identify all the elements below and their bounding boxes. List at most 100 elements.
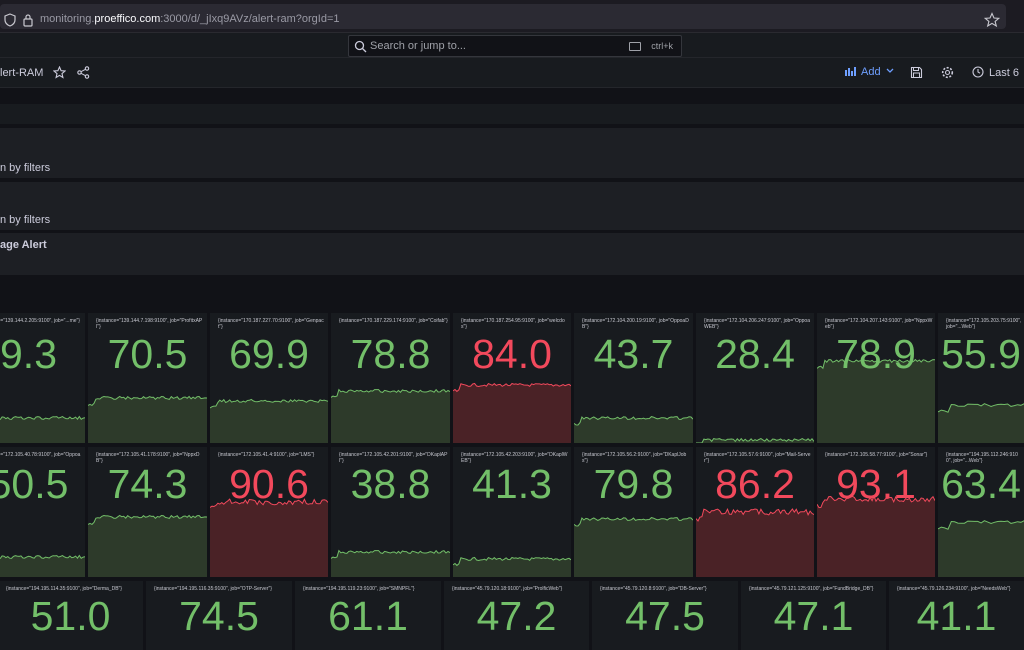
url-text[interactable]: monitoring.proeffico.com:3000/d/_jIxq9AV… bbox=[40, 13, 340, 25]
favorite-star-icon[interactable] bbox=[53, 66, 66, 79]
stat-panel[interactable]: {instance="45.79.120.8:9100", job="DB-Se… bbox=[592, 581, 738, 650]
stat-value: 47.1 bbox=[773, 593, 854, 639]
row-title: n by filters bbox=[0, 162, 51, 174]
bookmark-star-icon[interactable] bbox=[984, 12, 1000, 28]
sparkline bbox=[88, 395, 207, 443]
stat-panel[interactable]: {instance="172.105.56.2:9100", job="DKap… bbox=[574, 447, 693, 577]
share-icon[interactable] bbox=[77, 66, 90, 79]
sparkline bbox=[938, 403, 1024, 443]
stat-panel-title: {instance="45.79.120.8:9100", job="DB-Se… bbox=[600, 586, 707, 592]
sparkline-line bbox=[574, 517, 693, 527]
sparkline bbox=[0, 554, 85, 577]
gear-icon[interactable] bbox=[941, 66, 954, 79]
stat-value: 41.1 bbox=[916, 593, 997, 639]
stat-panel[interactable]: {instance="194.195.112.246:9100", job=".… bbox=[938, 447, 1024, 577]
stat-panel-title: {instance="172.104.207.143:9100", job="N… bbox=[825, 318, 933, 330]
stat-value: 61.1 bbox=[328, 593, 408, 639]
sparkline bbox=[88, 514, 207, 577]
stat-panel-title: {instance="170.187.254.95:9100", job="we… bbox=[461, 318, 565, 330]
stat-panel[interactable]: {instance="139.144.2.205:9100", job="...… bbox=[0, 313, 85, 443]
grafana-topbar: Search or jump to... ctrl+k bbox=[0, 33, 1024, 58]
stat-panel-title: {instance="170.187.229.174:9100", job="C… bbox=[339, 318, 448, 324]
stat-panel-title: {instance="139.144.7.198:9100", job="Pro… bbox=[96, 318, 203, 330]
stat-panel[interactable]: {instance="172.105.40.78:9100", job="Opp… bbox=[0, 447, 85, 577]
stat-panel[interactable]: {instance="170.187.254.95:9100", job="we… bbox=[453, 313, 571, 443]
stat-value: 43.7 bbox=[593, 331, 674, 377]
stat-panel[interactable]: {instance="139.144.7.198:9100", job="Pro… bbox=[88, 313, 207, 443]
stat-panel-title: {instance="139.144.2.205:9100", job="...… bbox=[0, 318, 80, 324]
stat-panel-title: {instance="172.105.41.178:9100", job="Np… bbox=[96, 452, 200, 464]
stat-value: 28.4 bbox=[715, 331, 795, 377]
stat-panel[interactable]: {instance="172.105.57.6:9100", job="Mail… bbox=[696, 447, 814, 577]
search-bar[interactable]: Search or jump to... ctrl+k bbox=[348, 35, 682, 57]
add-button[interactable]: Add bbox=[845, 66, 894, 78]
sparkline-line bbox=[453, 556, 571, 567]
stat-panel-title: {instance="172.104.206.247:9100", job="O… bbox=[704, 318, 810, 330]
address-bar[interactable]: monitoring.proeffico.com:3000/d/_jIxq9AV… bbox=[0, 4, 1006, 29]
save-icon[interactable] bbox=[910, 66, 923, 79]
sparkline-line bbox=[0, 415, 85, 421]
stat-panel[interactable]: {instance="172.105.42.203:9100", job="DK… bbox=[453, 447, 571, 577]
stat-panel-title: {instance="194.195.119.23:9100", job="SM… bbox=[303, 586, 415, 592]
stat-panel[interactable]: {instance="172.105.42.201:9100", job="DK… bbox=[331, 447, 450, 577]
stat-panel[interactable]: {instance="45.79.121.125:9100", job="Fun… bbox=[741, 581, 886, 650]
stat-value: 78.8 bbox=[350, 331, 431, 377]
sparkline-area bbox=[88, 396, 207, 443]
sparkline bbox=[453, 556, 571, 577]
stat-value: 86.2 bbox=[715, 461, 795, 507]
stat-panel[interactable]: {instance="172.105.58.77:9100", job="Son… bbox=[817, 447, 935, 577]
sparkline bbox=[696, 437, 814, 443]
lock-icon[interactable] bbox=[22, 13, 34, 27]
sparkline bbox=[453, 382, 571, 443]
stat-value: 90.6 bbox=[229, 461, 309, 507]
stat-panel[interactable]: {instance="194.195.119.23:9100", job="SM… bbox=[295, 581, 441, 650]
sparkline-area bbox=[696, 509, 814, 577]
dashboard-navbar: lert-RAM Add Last 6 bbox=[0, 58, 1024, 88]
dashboard-row-empty bbox=[0, 104, 1024, 124]
stat-panel[interactable]: {instance="194.195.114.35:9100", job="De… bbox=[0, 581, 143, 650]
sparkline-area bbox=[331, 389, 450, 443]
sparkline-area bbox=[453, 557, 571, 577]
sparkline-area bbox=[817, 496, 935, 577]
sparkline-line bbox=[817, 495, 935, 509]
stat-panel-title: {instance="172.105.42.201:9100", job="DK… bbox=[339, 452, 448, 464]
stat-panel-title: {instance="172.105.57.6:9100", job="Mail… bbox=[704, 452, 811, 464]
stat-panel[interactable]: {instance="170.187.227.70:9100", job="Ge… bbox=[210, 313, 328, 443]
sparkline-line bbox=[0, 554, 85, 560]
dashboard-row-1[interactable]: n by filters bbox=[0, 128, 1024, 178]
stat-panel-title: {instance="194.195.112.246:9100", job=".… bbox=[946, 452, 1018, 464]
dashboard-title[interactable]: lert-RAM bbox=[0, 67, 44, 79]
stat-panel[interactable]: {instance="172.104.200.19:9100", job="Op… bbox=[574, 313, 693, 443]
stat-value: 50.5 bbox=[0, 461, 69, 507]
sparkline-line bbox=[696, 507, 814, 522]
search-shortcut: ctrl+k bbox=[651, 41, 673, 51]
stat-panel[interactable]: {instance="172.105.41.178:9100", job="Np… bbox=[88, 447, 207, 577]
stat-panel[interactable]: {instance="172.104.206.247:9100", job="O… bbox=[696, 313, 814, 443]
stat-panel[interactable]: {instance="170.187.229.174:9100", job="C… bbox=[331, 313, 450, 443]
stat-panel-title: {instance="45.79.126.234:9100", job="Nee… bbox=[897, 586, 1011, 592]
sparkline bbox=[574, 416, 693, 443]
sparkline bbox=[938, 520, 1024, 577]
sparkline-area bbox=[696, 438, 814, 443]
stat-value: 41.3 bbox=[472, 461, 552, 507]
stat-value: 69.9 bbox=[229, 331, 309, 377]
sparkline-area bbox=[574, 517, 693, 577]
sparkline-area bbox=[0, 555, 85, 577]
stat-panel[interactable]: {instance="172.105.203.75:9100", job="..… bbox=[938, 313, 1024, 443]
dashboard-row-3[interactable]: age Alert bbox=[0, 233, 1024, 275]
sparkline-area bbox=[210, 499, 328, 577]
sparkline-area bbox=[574, 416, 693, 443]
stat-panel[interactable]: {instance="194.195.116.35:9100", job="OT… bbox=[146, 581, 292, 650]
stat-value: 38.8 bbox=[350, 461, 431, 507]
stat-panel[interactable]: {instance="172.105.41.4:9100", job="LMS"… bbox=[210, 447, 328, 577]
dashboard-row-2[interactable]: n by filters bbox=[0, 182, 1024, 230]
time-picker[interactable]: Last 6 bbox=[972, 66, 1019, 79]
stat-panel[interactable]: {instance="45.79.126.234:9100", job="Nee… bbox=[889, 581, 1024, 650]
stat-value: 47.5 bbox=[625, 593, 705, 639]
stat-value: 78.9 bbox=[836, 331, 916, 377]
stat-value: 55.9 bbox=[941, 331, 1021, 377]
shield-icon[interactable] bbox=[4, 13, 16, 27]
stat-panel[interactable]: {instance="172.104.207.143:9100", job="N… bbox=[817, 313, 935, 443]
stat-panel[interactable]: {instance="45.79.120.18:9100", job="Prol… bbox=[444, 581, 589, 650]
sparkline-area bbox=[0, 416, 85, 443]
